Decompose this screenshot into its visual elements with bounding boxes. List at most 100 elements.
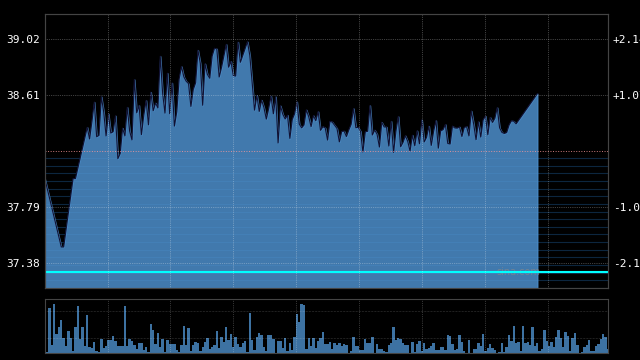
Bar <box>333 343 336 353</box>
Bar <box>538 351 541 353</box>
Bar <box>536 343 538 353</box>
Bar <box>312 338 315 353</box>
Bar <box>109 340 112 353</box>
Bar <box>225 327 227 353</box>
Bar <box>220 337 223 353</box>
Bar <box>336 345 338 353</box>
Bar <box>119 346 122 353</box>
Bar <box>517 342 520 353</box>
Bar <box>116 346 119 353</box>
Bar <box>572 338 574 353</box>
Bar <box>557 330 560 353</box>
Bar <box>545 341 548 353</box>
Bar <box>482 334 484 353</box>
Bar <box>143 350 145 353</box>
Bar <box>277 341 279 353</box>
Bar <box>241 343 244 353</box>
Bar <box>399 339 402 353</box>
Bar <box>543 330 545 353</box>
Bar <box>81 327 84 353</box>
Bar <box>77 306 79 353</box>
Bar <box>604 337 607 353</box>
Bar <box>260 335 263 353</box>
Bar <box>463 351 465 353</box>
Bar <box>102 348 105 353</box>
Bar <box>607 349 609 353</box>
Bar <box>310 346 312 353</box>
Bar <box>161 339 164 353</box>
Bar <box>108 339 109 353</box>
Bar <box>317 341 319 353</box>
Bar <box>340 346 343 353</box>
Bar <box>51 345 53 353</box>
Bar <box>529 346 531 353</box>
Bar <box>423 343 426 353</box>
Bar <box>74 327 77 353</box>
Bar <box>291 350 293 353</box>
Bar <box>122 346 124 353</box>
Bar <box>256 337 258 353</box>
Bar <box>458 335 461 353</box>
Bar <box>420 351 423 353</box>
Bar <box>305 349 308 353</box>
Bar <box>173 344 175 353</box>
Bar <box>383 351 385 353</box>
Bar <box>357 346 360 353</box>
Bar <box>209 349 211 353</box>
Bar <box>49 308 51 353</box>
Bar <box>126 346 129 353</box>
Bar <box>129 339 131 353</box>
Bar <box>331 349 333 353</box>
Bar <box>412 342 413 353</box>
Bar <box>157 333 159 353</box>
Bar <box>515 343 517 353</box>
Bar <box>345 345 348 353</box>
Bar <box>136 349 138 353</box>
Bar <box>189 351 192 353</box>
Bar <box>105 346 108 353</box>
Bar <box>581 352 583 353</box>
Bar <box>397 338 399 353</box>
Bar <box>364 339 367 353</box>
Bar <box>362 350 364 353</box>
Bar <box>46 352 49 353</box>
Bar <box>315 348 317 353</box>
Bar <box>513 327 515 353</box>
Bar <box>150 324 152 353</box>
Bar <box>60 320 63 353</box>
Bar <box>574 333 576 353</box>
Bar <box>489 344 492 353</box>
Bar <box>180 345 182 353</box>
Bar <box>230 334 232 353</box>
Bar <box>472 349 475 353</box>
Bar <box>376 345 378 353</box>
Bar <box>112 336 115 353</box>
Bar <box>492 348 493 353</box>
Bar <box>381 349 383 353</box>
Bar <box>440 347 442 353</box>
Bar <box>324 344 326 353</box>
Bar <box>84 346 86 353</box>
Bar <box>195 342 196 353</box>
Bar <box>355 346 357 353</box>
Bar <box>168 344 171 353</box>
Bar <box>350 351 353 353</box>
Bar <box>461 342 463 353</box>
Bar <box>284 338 286 353</box>
Bar <box>555 337 557 353</box>
Bar <box>369 343 371 353</box>
Bar <box>251 340 253 353</box>
Bar <box>329 342 331 353</box>
Bar <box>303 305 305 353</box>
Bar <box>404 345 406 353</box>
Bar <box>300 304 303 353</box>
Bar <box>506 347 508 353</box>
Bar <box>319 338 322 353</box>
Bar <box>159 347 161 353</box>
Bar <box>583 347 586 353</box>
Bar <box>419 341 420 353</box>
Bar <box>270 335 272 353</box>
Bar <box>237 344 239 353</box>
Bar <box>185 345 188 353</box>
Bar <box>93 342 95 353</box>
